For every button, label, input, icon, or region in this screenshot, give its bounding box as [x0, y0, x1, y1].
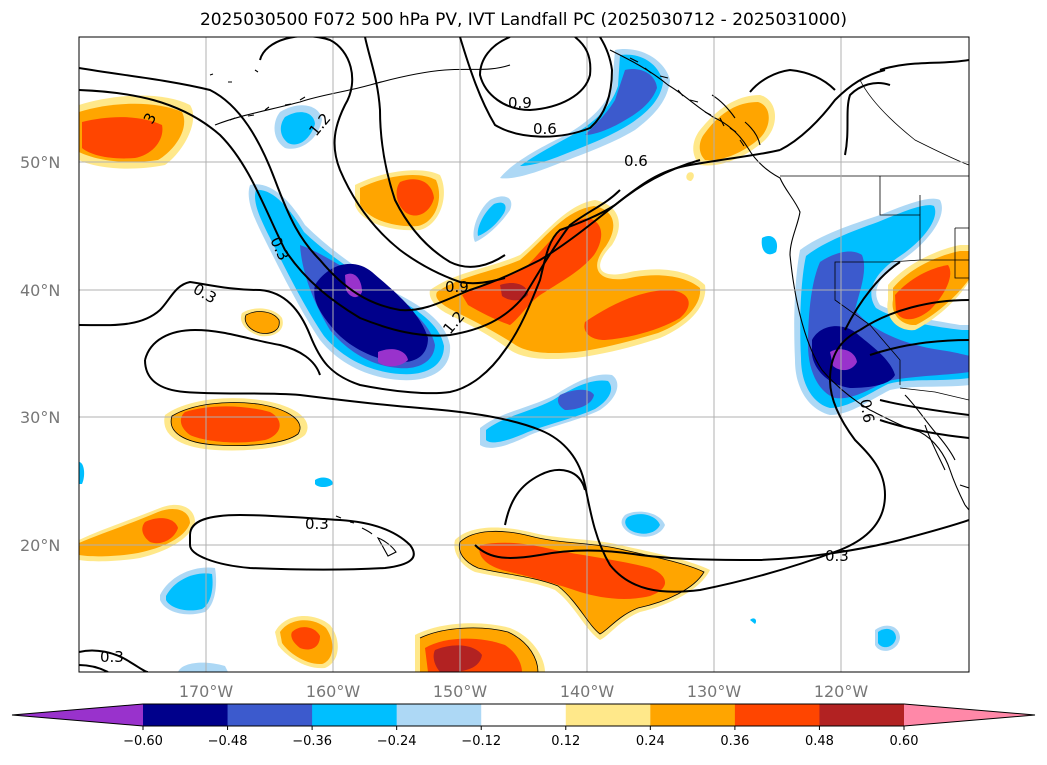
lon-tick-150w: 150°W: [433, 682, 488, 701]
graticule: [79, 37, 969, 672]
contour-label: 0.9: [445, 278, 469, 296]
colorbar-tick-label: −0.12: [461, 734, 501, 749]
lon-tick-120w: 120°W: [814, 682, 869, 701]
colorbar-tick-label: −0.60: [123, 734, 163, 749]
contour-labels: 0.3 0.3 1.2 0.9 0.6 0.6 0.9 1.2 0.3 0.3 …: [100, 94, 878, 666]
colorbar-tick-label: 0.48: [805, 734, 834, 749]
lon-tick-130w: 130°W: [687, 682, 742, 701]
colorbar-extend-high: [904, 704, 1035, 726]
lon-tick-170w: 170°W: [179, 682, 234, 701]
colorbar-segment: [819, 704, 905, 726]
colorbar-tick-label: 0.24: [636, 734, 665, 749]
pv-contours: [79, 37, 969, 672]
contour-label: 0.6: [533, 120, 557, 138]
contour-label: 0.3: [100, 648, 124, 666]
colorbar-segment: [734, 704, 820, 726]
colorbar-tick-label: −0.48: [208, 734, 248, 749]
colorbar-segment: [396, 704, 482, 726]
colorbar-segment: [481, 704, 567, 726]
colorbar-segment: [312, 704, 398, 726]
contour-label: 0.3: [825, 547, 849, 565]
colorbar-tick-label: 0.60: [890, 734, 919, 749]
shading-outlines: [170, 311, 705, 672]
colorbar-segment: [650, 704, 736, 726]
contour-label: 0.9: [508, 94, 532, 112]
lon-axis: 170°W 160°W 150°W 140°W 130°W 120°W: [179, 682, 869, 701]
colorbar-extend-low: [12, 704, 143, 726]
colorbar-segment: [227, 704, 313, 726]
colorbar-tick-label: −0.36: [292, 734, 332, 749]
colorbar: −0.60 −0.48 −0.36 −0.24 −0.12 0.12 0.24 0.36 0.4…: [11, 703, 1036, 749]
colorbar-tick-label: −0.24: [377, 734, 417, 749]
contour-label: 0.6: [624, 152, 648, 170]
lon-tick-160w: 160°W: [306, 682, 361, 701]
lat-tick-40n: 40°N: [20, 281, 60, 300]
colorbar-tick-label: 0.36: [720, 734, 749, 749]
colorbar-segment: [143, 704, 229, 726]
lat-tick-50n: 50°N: [20, 153, 60, 172]
colorbar-tick-label: 0.12: [551, 734, 580, 749]
lat-axis: 50°N 40°N 30°N 20°N: [20, 153, 60, 555]
lat-tick-30n: 30°N: [20, 408, 60, 427]
map-title: 2025030500 F072 500 hPa PV, IVT Landfall…: [199, 10, 847, 30]
coastlines: [209, 49, 969, 557]
colorbar-segment: [565, 704, 651, 726]
lat-tick-20n: 20°N: [20, 536, 60, 555]
contour-label: 0.6: [856, 398, 878, 425]
map-frame: [78, 36, 970, 673]
contour-label: 0.3: [305, 515, 329, 533]
political-borders: [780, 79, 969, 401]
lon-tick-140w: 140°W: [560, 682, 615, 701]
